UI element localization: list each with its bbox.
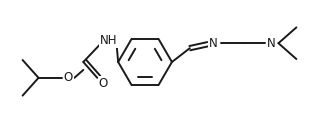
Text: O: O bbox=[64, 71, 73, 84]
Text: N: N bbox=[209, 37, 218, 50]
Text: N: N bbox=[267, 37, 276, 50]
Text: O: O bbox=[99, 77, 108, 90]
Text: NH: NH bbox=[100, 34, 117, 47]
